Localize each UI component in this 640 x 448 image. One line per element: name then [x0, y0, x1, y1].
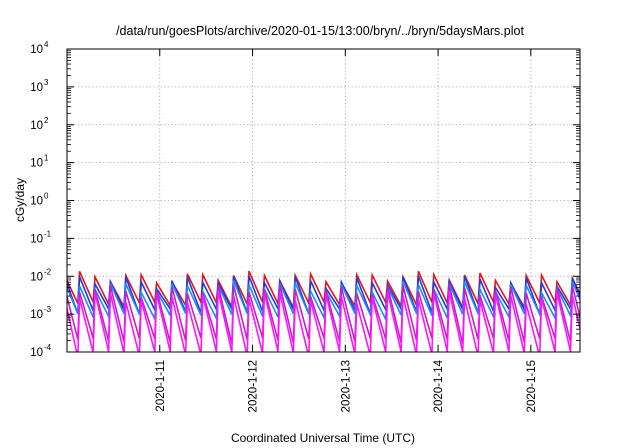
x-tick-label: 2020-1-15 — [526, 360, 538, 412]
x-axis-label: Coordinated Universal Time (UTC) — [231, 431, 415, 445]
y-tick-exponent: -3 — [44, 305, 52, 314]
y-tick-exponent: 3 — [44, 78, 49, 87]
y-tick-base: 10 — [30, 120, 43, 132]
y-tick-exponent: 4 — [44, 40, 49, 49]
y-tick-label: 10 — [30, 120, 43, 132]
chart-title: /data/run/goesPlots/archive/2020-01-15/1… — [116, 24, 524, 38]
y-tick-base: 10 — [30, 309, 43, 321]
x-axis-ticks: 2020-1-11 2020-1-12 2020-1-13 2020-1-14 2020… — [155, 49, 538, 412]
y-tick-exponent: 1 — [44, 154, 49, 163]
y-tick-label: 10 — [30, 271, 43, 283]
y-tick-base: 10 — [30, 347, 43, 359]
y-tick-base: 10 — [30, 233, 43, 245]
x-tick-label: 2020-1-11 — [155, 360, 167, 412]
y-tick-label: 10 — [30, 82, 43, 94]
y-tick-exponent: 2 — [44, 116, 49, 125]
x-tick-label: 2020-1-13 — [340, 360, 352, 412]
y-tick-label: 10 — [30, 158, 43, 170]
y-tick-label: 10 — [30, 233, 43, 245]
y-tick-base: 10 — [30, 271, 43, 283]
y-tick-label: 10 — [30, 347, 43, 359]
series-line — [67, 291, 580, 352]
y-tick-base: 10 — [30, 82, 43, 94]
y-tick-label: 10 — [30, 44, 43, 56]
data-series — [67, 270, 580, 352]
y-tick-exponent: -2 — [44, 267, 52, 276]
y-axis-label: cGy/day — [13, 178, 27, 222]
y-tick-base: 10 — [30, 196, 43, 208]
x-tick-label: 2020-1-12 — [248, 360, 260, 412]
y-tick-label: 10 — [30, 309, 43, 321]
y-tick-label: 10 — [30, 196, 43, 208]
y-tick-base: 10 — [30, 158, 43, 170]
y-tick-exponent: 0 — [44, 192, 49, 201]
y-tick-exponent: -1 — [44, 229, 52, 238]
y-tick-base: 10 — [30, 44, 43, 56]
x-tick-label: 2020-1-14 — [433, 359, 445, 412]
y-tick-exponent: -4 — [44, 343, 52, 352]
